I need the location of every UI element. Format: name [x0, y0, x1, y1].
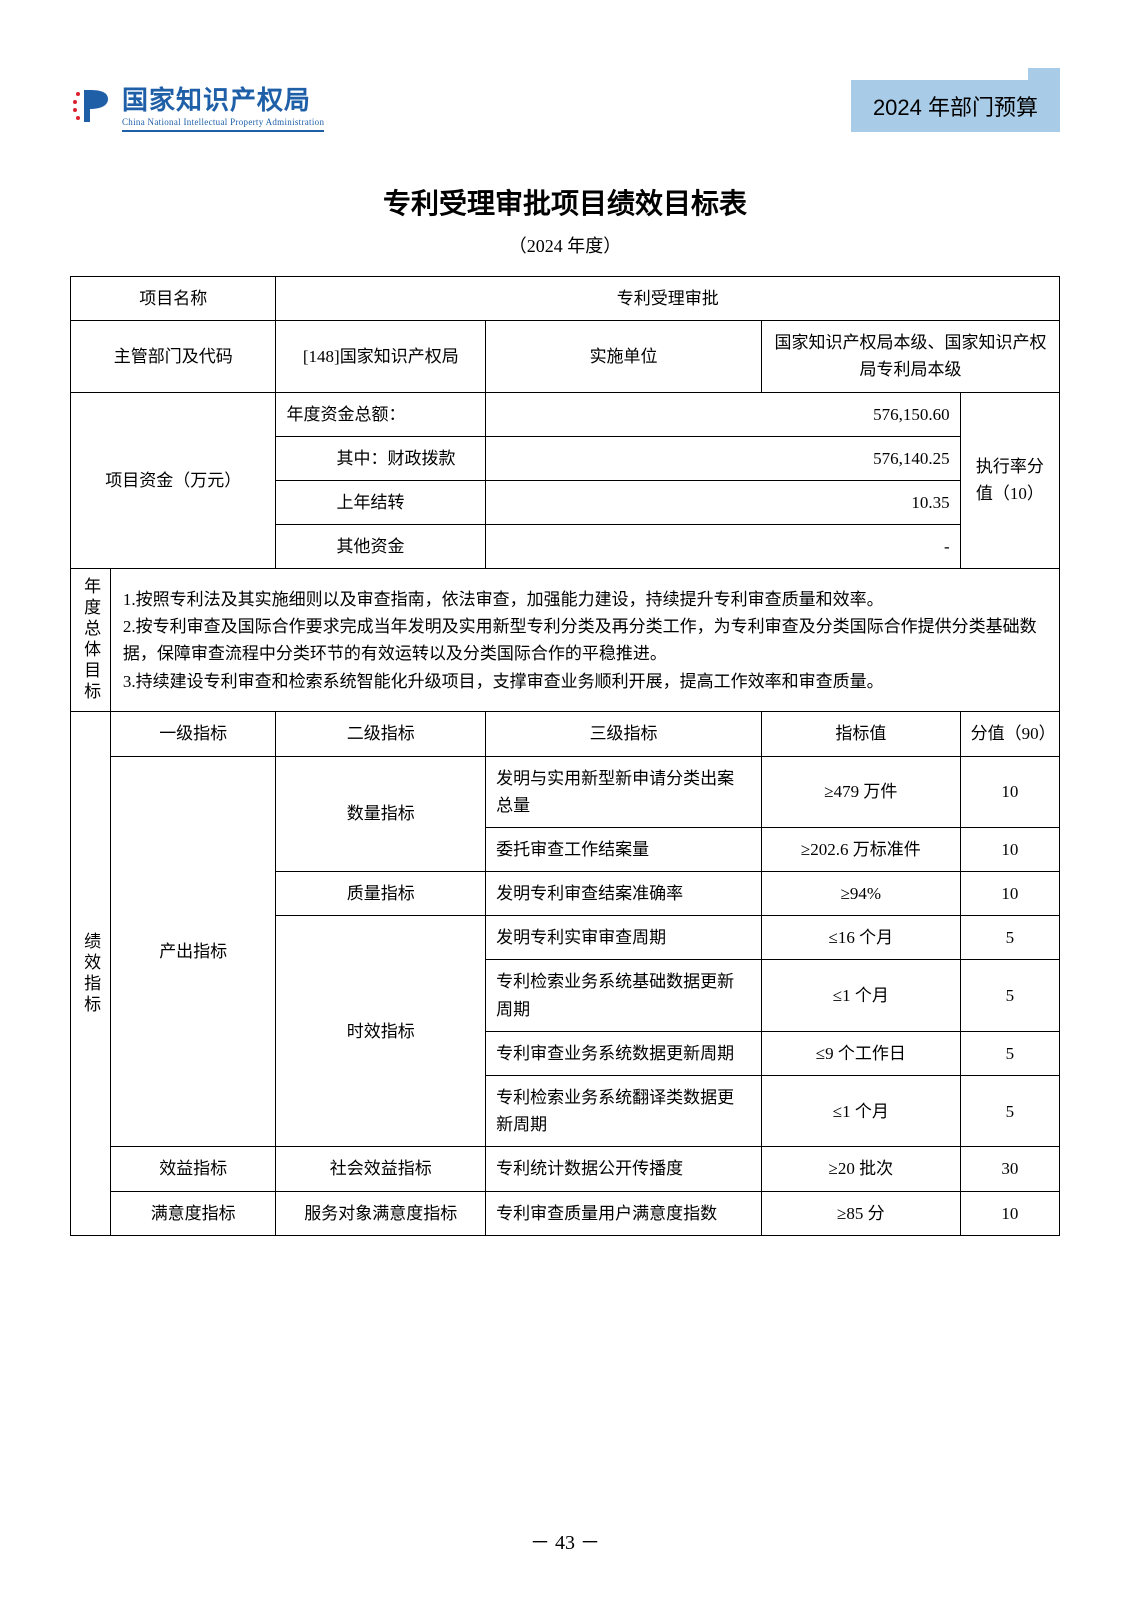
- benefit-label: 效益指标: [110, 1147, 276, 1191]
- kpi-score: 10: [960, 1191, 1059, 1235]
- table-row: 项目资金（万元） 年度资金总额： 576,150.60 执行率分值（10）: [71, 392, 1060, 436]
- time-label: 时效指标: [276, 916, 486, 1147]
- kpi-label: 绩效指标: [71, 712, 111, 1235]
- kpi-score: 10: [960, 872, 1059, 916]
- logo-text: 国家知识产权局 China National Intellectual Prop…: [122, 80, 324, 132]
- performance-table: 项目名称 专利受理审批 主管部门及代码 [148]国家知识产权局 实施单位 国家…: [70, 276, 1060, 1236]
- kpi-l3: 专利统计数据公开传播度: [486, 1147, 762, 1191]
- table-row: 产出指标 数量指标 发明与实用新型新申请分类出案总量 ≥479 万件 10: [71, 756, 1060, 827]
- kpi-l3: 委托审查工作结案量: [486, 827, 762, 871]
- kpi-l3: 专利审查质量用户满意度指数: [486, 1191, 762, 1235]
- funds-total-value: 576,150.60: [486, 392, 961, 436]
- logo-block: 国家知识产权局 China National Intellectual Prop…: [70, 80, 324, 132]
- kpi-l3: 发明与实用新型新申请分类出案总量: [486, 756, 762, 827]
- kpi-score: 5: [960, 960, 1059, 1031]
- kpi-header-l1: 一级指标: [110, 712, 276, 756]
- year-banner: 2024 年部门预算: [851, 80, 1060, 132]
- table-row: 绩效指标 一级指标 二级指标 三级指标 指标值 分值（90）: [71, 712, 1060, 756]
- annual-goal-label: 年度总体目标: [71, 569, 111, 712]
- kpi-l3: 发明专利审查结案准确率: [486, 872, 762, 916]
- kpi-l3: 发明专利实审审查周期: [486, 916, 762, 960]
- social-label: 社会效益指标: [276, 1147, 486, 1191]
- kpi-header-score: 分值（90）: [960, 712, 1059, 756]
- funds-total-label: 年度资金总额：: [276, 392, 486, 436]
- kpi-val: ≤1 个月: [762, 960, 961, 1031]
- kpi-val: ≥479 万件: [762, 756, 961, 827]
- kpi-val: ≥94%: [762, 872, 961, 916]
- kpi-l3: 专利审查业务系统数据更新周期: [486, 1031, 762, 1075]
- kpi-header-l2: 二级指标: [276, 712, 486, 756]
- table-row: 项目名称 专利受理审批: [71, 277, 1060, 321]
- page-number: － 43 －: [0, 1526, 1130, 1555]
- document-title: 专利受理审批项目绩效目标表: [70, 182, 1060, 222]
- output-label: 产出指标: [110, 756, 276, 1147]
- org-name-cn: 国家知识产权局: [122, 80, 324, 117]
- kpi-val: ≤1 个月: [762, 1076, 961, 1147]
- kpi-val: ≥20 批次: [762, 1147, 961, 1191]
- funds-carry-label: 上年结转: [276, 480, 486, 524]
- annual-goal-text: 1.按照专利法及其实施细则以及审查指南，依法审查，加强能力建设，持续提升专利审查…: [110, 569, 1059, 712]
- kpi-val: ≤9 个工作日: [762, 1031, 961, 1075]
- funds-carry-value: 10.35: [486, 480, 961, 524]
- project-name-value: 专利受理审批: [276, 277, 1060, 321]
- document-subtitle: （2024 年度）: [70, 232, 1060, 258]
- kpi-score: 5: [960, 1031, 1059, 1075]
- kpi-l3: 专利检索业务系统翻译类数据更新周期: [486, 1076, 762, 1147]
- title-block: 专利受理审批项目绩效目标表 （2024 年度）: [70, 182, 1060, 258]
- project-name-label: 项目名称: [71, 277, 276, 321]
- satisfy-label: 满意度指标: [110, 1191, 276, 1235]
- dept-label: 主管部门及代码: [71, 321, 276, 392]
- quality-label: 质量指标: [276, 872, 486, 916]
- impl-value: 国家知识产权局本级、国家知识产权局专利局本级: [762, 321, 1060, 392]
- table-row: 效益指标 社会效益指标 专利统计数据公开传播度 ≥20 批次 30: [71, 1147, 1060, 1191]
- kpi-l3: 专利检索业务系统基础数据更新周期: [486, 960, 762, 1031]
- org-name-en: China National Intellectual Property Adm…: [122, 117, 324, 127]
- qty-label: 数量指标: [276, 756, 486, 872]
- kpi-header-l3: 三级指标: [486, 712, 762, 756]
- funds-other-label: 其他资金: [276, 525, 486, 569]
- table-row: 年度总体目标 1.按照专利法及其实施细则以及审查指南，依法审查，加强能力建设，持…: [71, 569, 1060, 712]
- funds-section-label: 项目资金（万元）: [71, 392, 276, 569]
- kpi-val: ≤16 个月: [762, 916, 961, 960]
- table-row: 满意度指标 服务对象满意度指标 专利审查质量用户满意度指数 ≥85 分 10: [71, 1191, 1060, 1235]
- kpi-val: ≥85 分: [762, 1191, 961, 1235]
- kpi-score: 30: [960, 1147, 1059, 1191]
- page-header: 国家知识产权局 China National Intellectual Prop…: [70, 80, 1060, 132]
- impl-label: 实施单位: [486, 321, 762, 392]
- cnipa-logo-icon: [70, 84, 114, 128]
- funds-fiscal-label: 其中：财政拨款: [276, 436, 486, 480]
- kpi-score: 10: [960, 827, 1059, 871]
- kpi-val: ≥202.6 万标准件: [762, 827, 961, 871]
- dept-value: [148]国家知识产权局: [276, 321, 486, 392]
- kpi-score: 5: [960, 1076, 1059, 1147]
- table-row: 主管部门及代码 [148]国家知识产权局 实施单位 国家知识产权局本级、国家知识…: [71, 321, 1060, 392]
- satisfy-sub-label: 服务对象满意度指标: [276, 1191, 486, 1235]
- kpi-score: 5: [960, 916, 1059, 960]
- exec-rate-label: 执行率分值（10）: [960, 392, 1059, 569]
- funds-fiscal-value: 576,140.25: [486, 436, 961, 480]
- kpi-score: 10: [960, 756, 1059, 827]
- kpi-header-val: 指标值: [762, 712, 961, 756]
- funds-other-value: -: [486, 525, 961, 569]
